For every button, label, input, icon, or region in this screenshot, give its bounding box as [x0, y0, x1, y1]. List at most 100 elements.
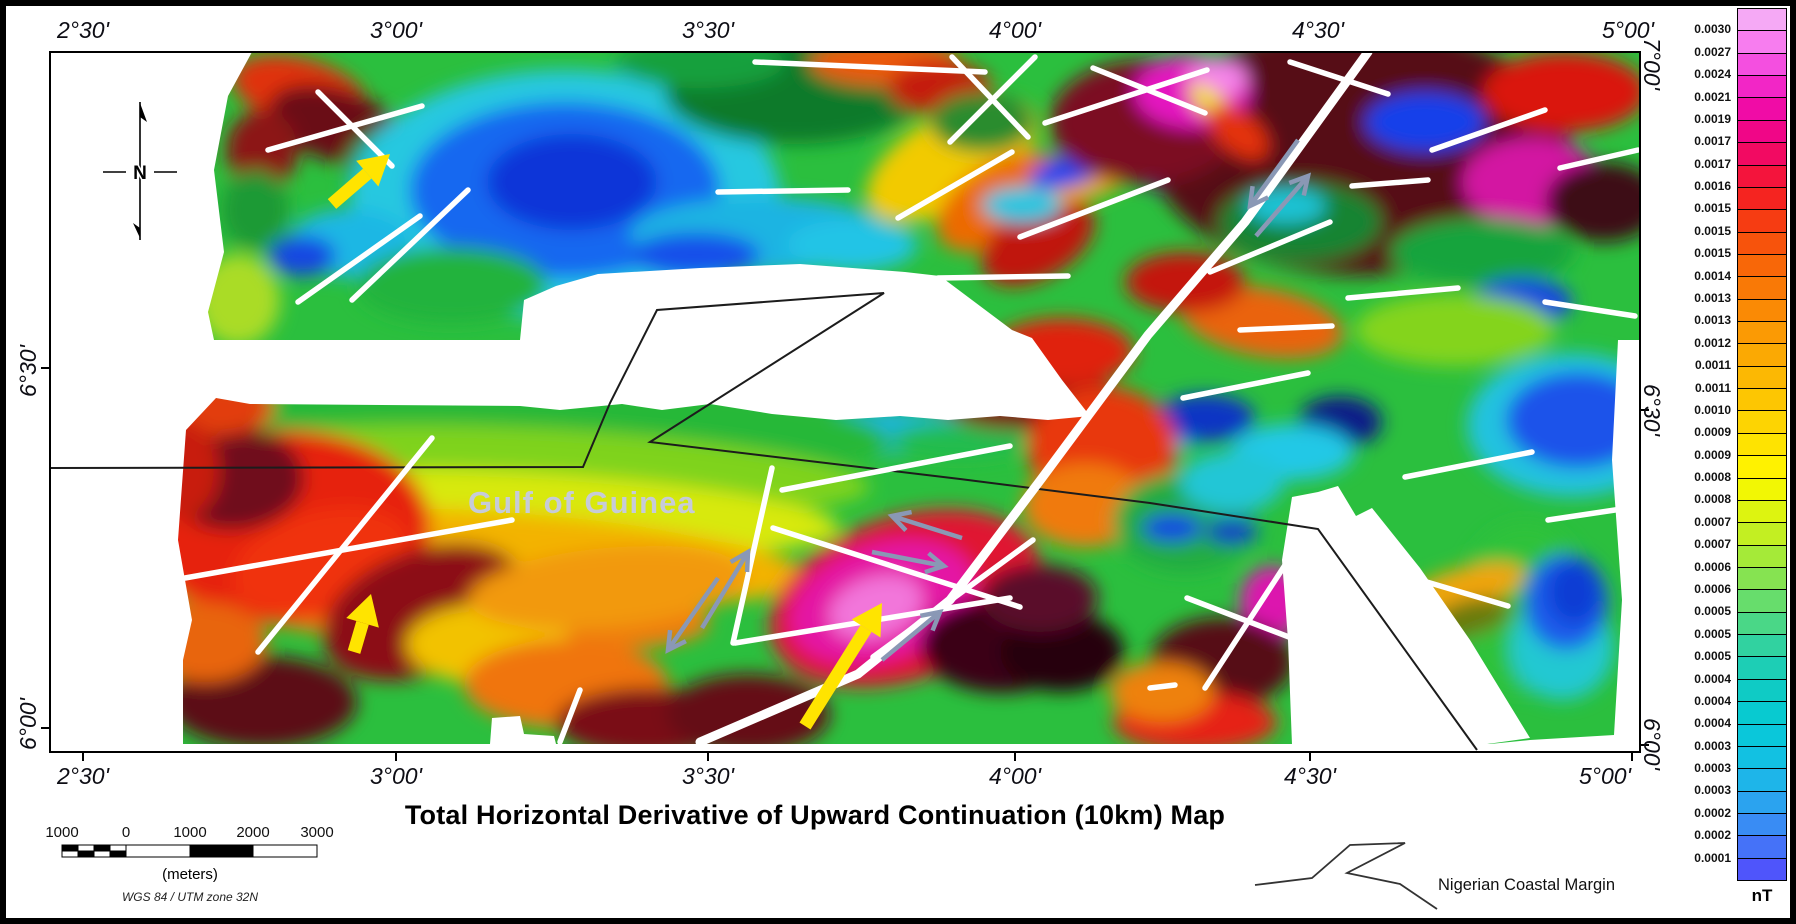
colorbar-tick-label: 0.0009	[1694, 447, 1731, 462]
no-data-region	[50, 52, 1090, 745]
colorbar-tick-label: 0.0024	[1694, 67, 1731, 82]
lineament-line	[295, 213, 423, 305]
scalebar-cell	[61, 844, 79, 852]
colorbar-tick-label: 0.0005	[1694, 649, 1731, 664]
axis-label: 4°00'	[989, 17, 1041, 43]
yellow-arrow-shaft	[347, 620, 369, 654]
colorbar-tick-label: 0.0004	[1694, 693, 1731, 708]
colorbar-cell	[1738, 53, 1786, 77]
lineament-line	[730, 465, 775, 646]
axis-label: 6°00'	[15, 698, 41, 750]
lineament-line	[752, 59, 988, 75]
heat-blob	[1000, 612, 1124, 692]
scale-bar	[61, 844, 318, 858]
north-arrow-bottom-barb	[133, 223, 140, 238]
heat-blob	[1142, 514, 1202, 542]
lineament-line	[935, 273, 1071, 281]
heat-blob	[1207, 104, 1269, 160]
scalebar-tick-label: 0	[121, 824, 131, 841]
lineament-line	[1417, 577, 1511, 609]
heat-blob	[787, 219, 917, 271]
colorbar-tick-label: 0.0004	[1694, 716, 1731, 731]
colorbar-cell	[1738, 254, 1786, 278]
heat-blob	[221, 170, 289, 250]
lineament-line	[349, 187, 471, 303]
axis-label: 2°30'	[57, 17, 109, 43]
colorbar-tick-label: 0.0006	[1694, 582, 1731, 596]
colorbar-cell	[1738, 31, 1786, 54]
heat-blob	[1125, 252, 1245, 312]
yellow-arrow	[799, 603, 882, 730]
heat-blob	[1155, 394, 1255, 442]
scalebar-cell	[77, 844, 95, 852]
lineament-line	[1557, 147, 1640, 171]
shear-arrow	[700, 547, 751, 630]
colorbar-cell	[1738, 9, 1786, 32]
colorbar-cell	[1738, 210, 1786, 233]
lineament-line	[182, 517, 515, 581]
scalebar-cell	[125, 844, 191, 858]
colorbar-cell	[1738, 836, 1786, 859]
shear-arrow	[1254, 172, 1312, 238]
heat-blob	[1110, 662, 1214, 722]
colorbar-tick-label: 0.0013	[1694, 313, 1731, 328]
colorbar-cell	[1738, 322, 1786, 345]
colorbar-tick-label: 0.0030	[1694, 22, 1731, 37]
heat-blob	[357, 247, 547, 323]
colorbar-tick-label: 0.0016	[1694, 179, 1731, 194]
lineament-line	[1429, 107, 1548, 153]
lineament-line	[1402, 449, 1535, 480]
colorbar-tick-label: 0.0006	[1694, 559, 1731, 574]
axis-label: 6°30'	[1639, 384, 1665, 436]
heat-blob	[1355, 294, 1555, 366]
heat-blob	[1180, 452, 1284, 512]
colorbar-cell	[1738, 98, 1786, 121]
shear-arrow-shaft	[700, 550, 750, 630]
yellow-arrow-shaft	[327, 168, 372, 209]
colorbar-cell	[1738, 858, 1786, 881]
legend-coastal-margin-label: Nigerian Coastal Margin	[1438, 876, 1615, 894]
heat-blob	[268, 236, 336, 276]
colorbar-tick-label: 0.0015	[1694, 246, 1731, 261]
axis-label: 3°00'	[370, 17, 422, 43]
axis-label: 7°00'	[1639, 38, 1665, 90]
colorbar-tick-label: 0.0019	[1694, 111, 1731, 126]
scalebar-tick-label: 2000	[236, 824, 270, 841]
colorbar-unit-label: nT	[1751, 886, 1773, 905]
scalebar-unit-label: (meters)	[162, 866, 218, 883]
shear-arrow-head	[919, 609, 944, 632]
lineament-line	[1042, 67, 1210, 126]
colorbar-tick-label: 0.0013	[1694, 291, 1731, 305]
lineament-line	[1202, 559, 1290, 691]
lineament-line	[1237, 323, 1335, 333]
colorbar-tick-label: 0.0011	[1694, 380, 1731, 395]
north-arrow-icon: N	[103, 102, 177, 240]
colorbar-cell	[1738, 813, 1786, 837]
colorbar-tick-label: 0.0027	[1694, 44, 1731, 59]
colorbar-tick-label: 0.0007	[1694, 537, 1731, 552]
colorbar-tick-label: 0.0008	[1694, 470, 1731, 485]
colorbar-tick-label: 0.0015	[1694, 201, 1731, 216]
shear-arrow	[871, 549, 949, 575]
scalebar-cell	[93, 844, 111, 852]
lineament-line	[557, 687, 583, 745]
scalebar-cell	[61, 850, 79, 858]
map-title: Total Horizontal Derivative of Upward Co…	[404, 800, 1226, 830]
axis-label: 6°00'	[1639, 718, 1665, 770]
heat-blob	[1548, 560, 1600, 624]
colorbar-cell	[1738, 612, 1786, 636]
colorbar-cell	[1738, 702, 1786, 725]
yellow-arrow-head	[356, 154, 390, 187]
colorbar-cell	[1738, 567, 1786, 591]
colorbar-tick-label: 0.0005	[1694, 626, 1731, 641]
no-data-region	[1282, 486, 1530, 745]
colorbar-cell	[1738, 724, 1786, 747]
axis-label: 6°30'	[15, 345, 41, 397]
scalebar-cell	[109, 844, 127, 852]
heat-blob	[982, 564, 1098, 632]
lineament-line	[1180, 370, 1311, 401]
heat-blob	[468, 546, 748, 630]
shear-arrow-head	[729, 547, 751, 573]
no-data-region	[490, 716, 556, 744]
lineament-line	[1090, 65, 1208, 116]
